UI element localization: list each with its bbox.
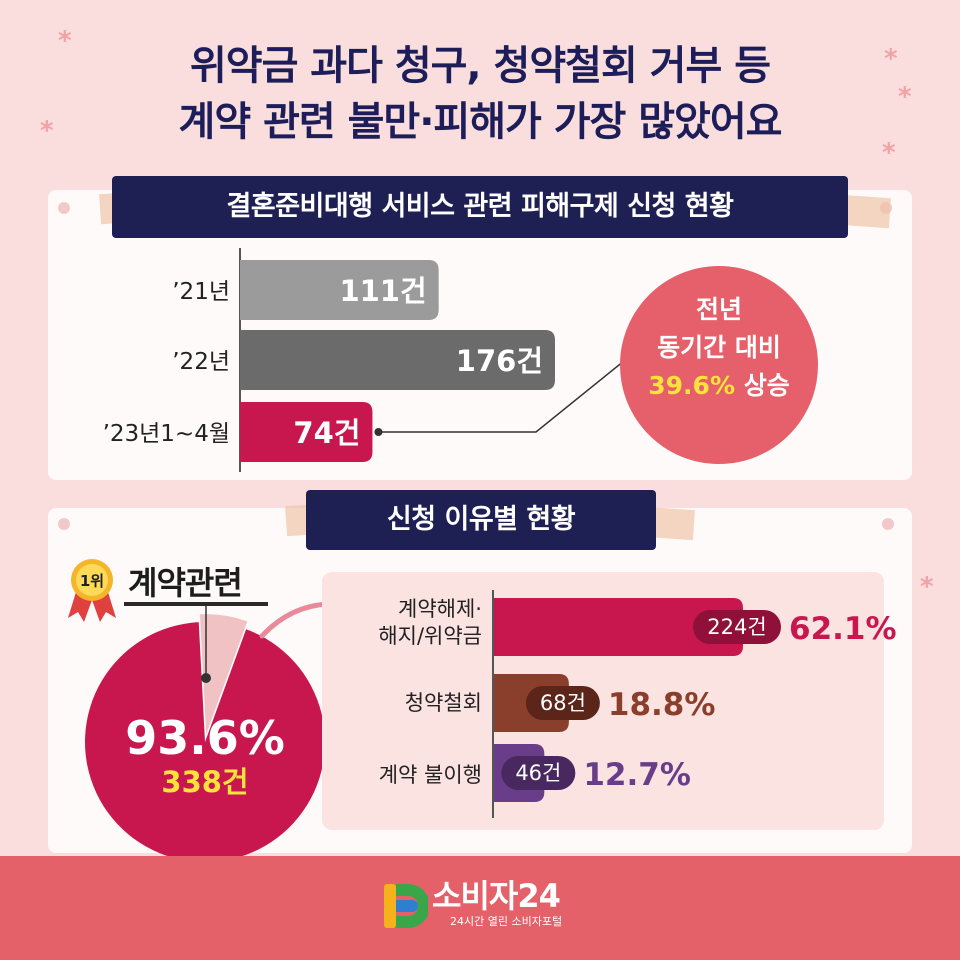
pie-percent-label: 93.6%	[125, 711, 285, 765]
reason-count-pill	[525, 686, 600, 720]
medal-icon: 1위	[68, 559, 116, 622]
headline: 위약금 과다 청구, 청약철회 거부 등 계약 관련 불만·피해가 가장 많았어…	[0, 38, 960, 150]
trend-bar	[240, 260, 439, 320]
reason-label-line: 해지/위약금	[378, 624, 482, 648]
trend-category-label: ’21년	[172, 279, 230, 305]
panel-pin	[58, 518, 70, 530]
reason-count-label: 224건	[707, 615, 766, 639]
reason-label-line: 계약 불이행	[378, 763, 482, 787]
consumer24-logo-icon	[384, 884, 428, 928]
pie-slice-contract	[85, 622, 325, 862]
reason-count-pill	[693, 610, 781, 644]
sparkle-decoration: *	[58, 26, 72, 56]
pie-leader-dot	[201, 673, 211, 683]
sparkle-decoration: *	[882, 138, 896, 168]
headline-line-1: 위약금 과다 청구, 청약철회 거부 등	[189, 43, 771, 89]
trend-value-label: 74건	[293, 416, 360, 450]
pie-slice-other	[199, 614, 248, 735]
callout-line-3: 39.6% 상승	[620, 367, 818, 405]
reason-percent-label: 62.1%	[789, 611, 897, 647]
reason-label-cancellation: 계약해제· 해지/위약금	[378, 596, 482, 650]
reason-label-nonperformance: 계약 불이행	[379, 762, 482, 789]
reason-axis	[492, 590, 494, 818]
reason-label-line: 계약해제·	[398, 597, 482, 621]
reason-count-label: 68건	[540, 691, 586, 715]
rank-underline	[124, 602, 268, 606]
pie-count-label: 338건	[161, 765, 249, 799]
sparkle-decoration: *	[40, 116, 54, 146]
callout-connector	[378, 347, 641, 433]
trend-value-label: 111건	[339, 274, 426, 308]
reason-percent-label: 12.7%	[583, 757, 691, 793]
reason-label-withdrawal: 청약철회	[405, 690, 482, 717]
callout-suffix: 상승	[743, 371, 790, 400]
trend-category-label: ’23년1~4월	[103, 421, 230, 447]
reason-percent-label: 18.8%	[608, 687, 716, 723]
rank-badge-text: 1위	[80, 572, 104, 590]
reason-bar	[493, 598, 743, 656]
trend-value-label: 176건	[456, 344, 543, 378]
growth-callout: 전년 동기간 대비 39.6% 상승	[620, 266, 818, 464]
trend-bar	[240, 330, 555, 390]
trend-category-label: ’22년	[172, 349, 230, 375]
logo-text: 소비자24	[432, 877, 561, 915]
connector-dot	[374, 428, 383, 436]
headline-line-2: 계약 관련 불만·피해가 가장 많았어요	[178, 99, 783, 145]
callout-line-1: 전년	[695, 295, 742, 324]
reason-count-pill	[501, 756, 576, 790]
sparkle-decoration: *	[884, 44, 898, 74]
section-title-trend: 결혼준비대행 서비스 관련 피해구제 신청 현황	[112, 176, 848, 238]
sparkle-decoration: *	[920, 572, 934, 602]
footer-bar	[0, 856, 960, 960]
arrow-curve	[259, 601, 331, 639]
panel-pin	[58, 202, 70, 214]
logo-subtitle: 24시간 열린 소비자포털	[450, 915, 563, 928]
reason-count-label: 46건	[515, 761, 561, 785]
rank-title: 계약관련	[128, 564, 243, 602]
callout-line-2: 동기간 대비	[657, 333, 781, 362]
section-title-reasons: 신청 이유별 현황	[306, 490, 656, 550]
callout-highlight: 39.6%	[648, 371, 735, 400]
panel-pin	[882, 518, 894, 530]
sparkle-decoration: *	[898, 82, 912, 112]
trend-bar	[240, 402, 373, 462]
reason-label-line: 청약철회	[404, 691, 482, 715]
